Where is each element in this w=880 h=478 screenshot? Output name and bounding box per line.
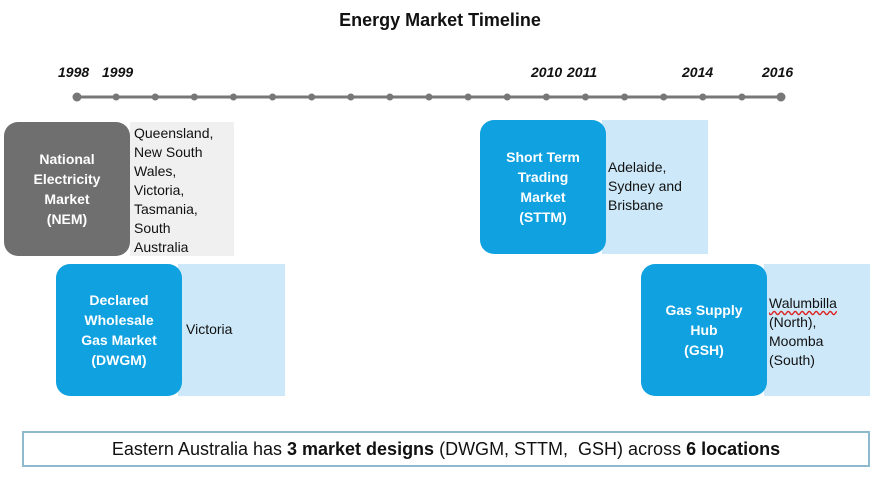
timeline-tick [738, 93, 746, 101]
timeline-tick [308, 93, 316, 101]
timeline-tick [269, 93, 277, 101]
timeline-tick [425, 93, 433, 101]
timeline-tick [660, 93, 668, 101]
nem-market-label: National Electricity Market (NEM) [33, 151, 101, 227]
summary-text-2: (DWGM, STTM, GSH) across [434, 438, 687, 459]
year-label-2014: 2014 [682, 64, 714, 80]
gsh-location-rest: (North), Moomba (South) [769, 314, 824, 368]
timeline-tick [229, 93, 237, 101]
year-label-2011: 2011 [567, 64, 598, 80]
timeline-tick [542, 93, 550, 101]
timeline-tick [190, 93, 198, 101]
timeline-tick [151, 93, 159, 101]
year-label-2010: 2010 [531, 64, 563, 80]
timeline-tick [621, 93, 629, 101]
sttm-market-label: Short Term Trading Market (STTM) [506, 149, 580, 225]
sttm-market-box: Short Term Trading Market (STTM) [480, 120, 606, 254]
summary-banner: Eastern Australia has 3 market designs (… [22, 431, 870, 467]
diagram-title: Energy Market Timeline [339, 10, 541, 30]
timeline-tick [699, 93, 707, 101]
timeline-tick [503, 93, 511, 101]
timeline-tick [386, 93, 394, 101]
dwgm-market-box: Declared Wholesale Gas Market (DWGM) [56, 264, 182, 396]
timeline-tick [347, 93, 355, 101]
timeline-tick [776, 92, 786, 102]
gsh-locations-panel: Walumbilla (North), Moomba (South) [764, 264, 870, 396]
sttm-locations-panel: Adelaide, Sydney and Brisbane [602, 120, 708, 254]
summary-market-designs: 3 market designs [287, 438, 435, 459]
year-label-1998: 1998 [58, 64, 90, 80]
timeline-tick [112, 93, 120, 101]
dwgm-locations-panel: Victoria [178, 264, 285, 396]
summary-text-1: Eastern Australia has [111, 438, 287, 459]
timeline-tick [581, 93, 589, 101]
nem-locations-panel: Queensland, New South Wales, Victoria, T… [130, 122, 234, 256]
year-label-1999: 1999 [102, 64, 134, 80]
dwgm-market-label: Declared Wholesale Gas Market (DWGM) [81, 292, 157, 368]
summary-locations: 6 locations [686, 438, 781, 459]
year-label-2016: 2016 [762, 64, 794, 80]
timeline-tick [464, 93, 472, 101]
gsh-location-walumbilla: Walumbilla [769, 295, 837, 311]
nem-market-box: National Electricity Market (NEM) [4, 122, 130, 256]
gsh-market-box: Gas Supply Hub (GSH) [641, 264, 767, 396]
timeline-tick [72, 92, 82, 102]
timeline-axis [72, 92, 786, 102]
gsh-market-label: Gas Supply Hub (GSH) [665, 302, 743, 358]
